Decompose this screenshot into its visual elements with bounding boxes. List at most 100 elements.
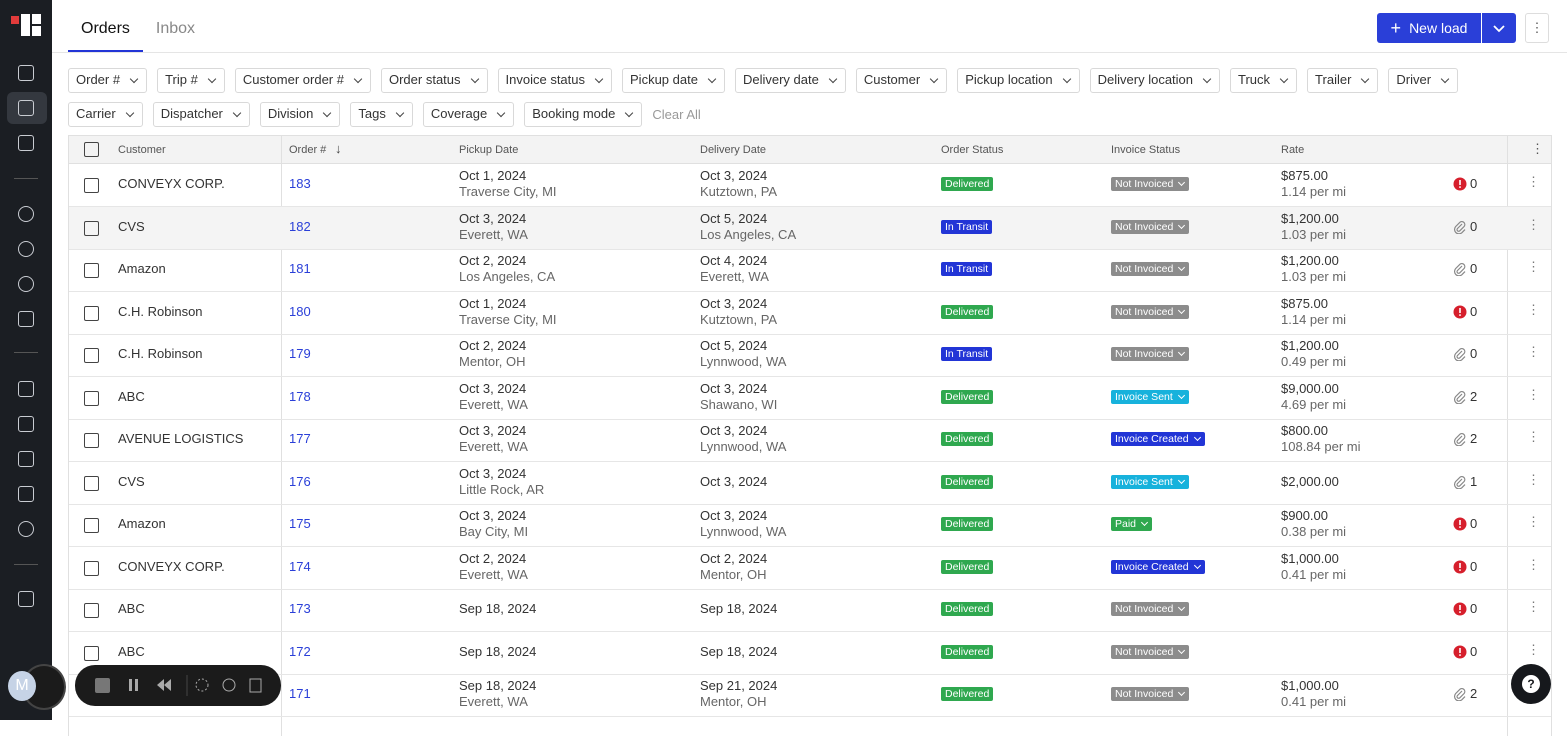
order-link[interactable]: 181 bbox=[289, 261, 311, 276]
order-row[interactable]: C.H. Robinson 180 Oct 1, 2024 Traverse City… bbox=[69, 292, 1551, 335]
invoice-status[interactable]: Not Invoiced bbox=[1111, 644, 1190, 659]
nav-orders[interactable] bbox=[18, 100, 34, 116]
order-row[interactable]: ABC 172 Sep 18, 2024 Sep 18, 2024 Delivered N… bbox=[69, 632, 1551, 675]
nav-support[interactable] bbox=[18, 276, 34, 292]
filter-dropdown[interactable]: Trailer bbox=[1307, 68, 1379, 93]
nav-payments[interactable] bbox=[18, 521, 34, 537]
column-header[interactable]: Order # bbox=[289, 144, 327, 156]
avatar[interactable]: M bbox=[8, 671, 36, 701]
row-menu[interactable]: ⋮ bbox=[1527, 429, 1540, 444]
filter-dropdown[interactable]: Division bbox=[259, 102, 341, 127]
filter-dropdown[interactable]: Customer bbox=[855, 68, 948, 93]
nav-orders-active[interactable] bbox=[7, 92, 47, 124]
order-link[interactable]: 175 bbox=[289, 516, 311, 531]
filter-dropdown[interactable]: Delivery location bbox=[1089, 68, 1221, 93]
filter-dropdown[interactable]: Order # bbox=[68, 68, 148, 93]
order-link[interactable]: 178 bbox=[289, 388, 311, 404]
row-menu[interactable]: ⋮ bbox=[1527, 216, 1540, 232]
invoice-status[interactable]: Not Invoiced bbox=[1111, 687, 1190, 701]
nav-billing[interactable] bbox=[18, 416, 34, 432]
order-row[interactable]: AVENUE LOGISTICS 177 Oct 3, 2024 Everett, W… bbox=[69, 419, 1551, 462]
invoice-status[interactable]: Not Invoiced bbox=[1111, 602, 1190, 616]
order-row[interactable]: CONVEYX CORP. 174 Oct 2, 2024 Everett, WA Oc… bbox=[69, 547, 1551, 590]
new-load-button[interactable]: + New load bbox=[1377, 13, 1481, 43]
row-menu[interactable]: ⋮ bbox=[1527, 174, 1540, 189]
row-checkbox[interactable] bbox=[84, 305, 99, 321]
order-link[interactable]: 173 bbox=[289, 601, 311, 616]
invoice-status[interactable]: Invoice Created bbox=[1111, 559, 1205, 574]
order-link[interactable]: 182 bbox=[289, 218, 311, 234]
tab[interactable]: Orders bbox=[68, 12, 143, 52]
nav-cards[interactable] bbox=[18, 451, 34, 467]
row-checkbox[interactable] bbox=[84, 475, 99, 491]
filter-dropdown[interactable]: Customer order # bbox=[234, 68, 371, 93]
tab[interactable]: Inbox bbox=[155, 20, 196, 37]
invoice-status[interactable]: Invoice Sent bbox=[1111, 474, 1189, 489]
filter-dropdown[interactable]: Delivery date bbox=[734, 68, 846, 93]
filter-dropdown[interactable]: Trip # bbox=[157, 68, 225, 93]
new-load-dropdown[interactable] bbox=[1482, 13, 1516, 43]
row-menu[interactable]: ⋮ bbox=[1527, 344, 1540, 359]
order-row[interactable]: 171 Sep 18, 2024 Everett, WA Sep 21, 2024 Me… bbox=[69, 674, 1551, 717]
filter-dropdown[interactable]: Booking mode bbox=[524, 102, 643, 127]
order-row[interactable]: CONVEYX CORP. 183 Oct 1, 2024 Traverse City… bbox=[69, 164, 1551, 207]
row-menu[interactable]: ⋮ bbox=[1527, 599, 1540, 614]
invoice-status[interactable]: Not Invoiced bbox=[1111, 177, 1190, 191]
order-link[interactable]: 174 bbox=[289, 558, 311, 574]
row-checkbox[interactable] bbox=[84, 645, 99, 661]
filter-dropdown[interactable]: Driver bbox=[1388, 68, 1459, 93]
order-link[interactable]: 183 bbox=[289, 176, 311, 191]
filter-dropdown[interactable]: Order status bbox=[380, 68, 488, 93]
record-camera[interactable] bbox=[22, 664, 66, 710]
filter-dropdown[interactable]: Dispatcher bbox=[152, 102, 250, 127]
nav-contacts[interactable] bbox=[18, 206, 34, 222]
filter-dropdown[interactable]: Coverage bbox=[422, 102, 515, 127]
row-checkbox[interactable] bbox=[84, 263, 99, 278]
nav-tools[interactable] bbox=[18, 486, 34, 502]
row-checkbox[interactable] bbox=[84, 390, 99, 406]
order-row[interactable]: ABC 178 Oct 3, 2024 Everett, WA Oct 3, 2024 S… bbox=[69, 377, 1551, 420]
row-checkbox[interactable] bbox=[84, 560, 99, 576]
invoice-status[interactable]: Invoice Created bbox=[1111, 432, 1205, 446]
sort-arrow[interactable]: ↓ bbox=[335, 141, 342, 156]
invoice-status[interactable]: Not Invoiced bbox=[1111, 262, 1190, 276]
invoice-status[interactable]: Not Invoiced bbox=[1111, 304, 1190, 319]
row-menu[interactable]: ⋮ bbox=[1527, 301, 1540, 317]
help-button[interactable]: ? bbox=[1511, 664, 1551, 704]
order-row[interactable]: C.H. Robinson 179 Oct 2, 2024 Mentor, OH Oct… bbox=[69, 334, 1551, 377]
order-link[interactable]: 179 bbox=[289, 346, 311, 361]
filter-dropdown[interactable]: Pickup date bbox=[622, 68, 725, 93]
filter-dropdown[interactable]: Invoice status bbox=[497, 68, 613, 93]
filter-dropdown[interactable]: Truck bbox=[1230, 68, 1298, 93]
order-link[interactable]: 171 bbox=[289, 686, 311, 701]
nav-docs[interactable] bbox=[18, 381, 34, 397]
more-menu[interactable]: ⋮ bbox=[1525, 13, 1549, 43]
invoice-status[interactable]: Paid bbox=[1111, 517, 1153, 531]
order-link[interactable]: 180 bbox=[289, 303, 311, 319]
select-all[interactable] bbox=[84, 142, 99, 157]
order-row[interactable]: Amazon 181 Oct 2, 2024 Los Angeles, CA Oct 4… bbox=[69, 249, 1551, 292]
order-link[interactable]: 177 bbox=[289, 431, 311, 446]
row-menu[interactable]: ⋮ bbox=[1527, 641, 1540, 657]
order-link[interactable]: 176 bbox=[289, 473, 311, 489]
row-menu[interactable]: ⋮ bbox=[1527, 259, 1540, 274]
clear-all[interactable]: Clear All bbox=[652, 107, 701, 122]
row-menu[interactable]: ⋮ bbox=[1527, 386, 1540, 402]
order-row[interactable]: Amazon 175 Oct 3, 2024 Bay City, MI Oct 3, 2… bbox=[69, 504, 1551, 547]
filter-dropdown[interactable]: Carrier bbox=[68, 102, 143, 127]
row-menu[interactable]: ⋮ bbox=[1527, 514, 1540, 529]
column-menu[interactable]: ⋮ bbox=[1531, 141, 1544, 156]
invoice-status[interactable]: Not Invoiced bbox=[1111, 347, 1190, 361]
order-link[interactable]: 172 bbox=[289, 643, 311, 659]
row-checkbox[interactable] bbox=[84, 220, 99, 236]
filter-dropdown[interactable]: Pickup location bbox=[957, 68, 1080, 93]
row-menu[interactable]: ⋮ bbox=[1527, 556, 1540, 572]
invoice-status[interactable]: Invoice Sent bbox=[1111, 389, 1189, 404]
row-checkbox[interactable] bbox=[84, 348, 99, 363]
row-menu[interactable]: ⋮ bbox=[1527, 471, 1540, 487]
nav-list[interactable] bbox=[18, 135, 34, 151]
row-checkbox[interactable] bbox=[84, 603, 99, 618]
order-row[interactable]: CVS 176 Oct 3, 2024 Little Rock, AR Oct 3, 2… bbox=[69, 462, 1551, 505]
order-row[interactable]: CVS 182 Oct 3, 2024 Everett, WA Oct 5, 2024 L… bbox=[69, 206, 1551, 250]
row-checkbox[interactable] bbox=[84, 178, 99, 193]
